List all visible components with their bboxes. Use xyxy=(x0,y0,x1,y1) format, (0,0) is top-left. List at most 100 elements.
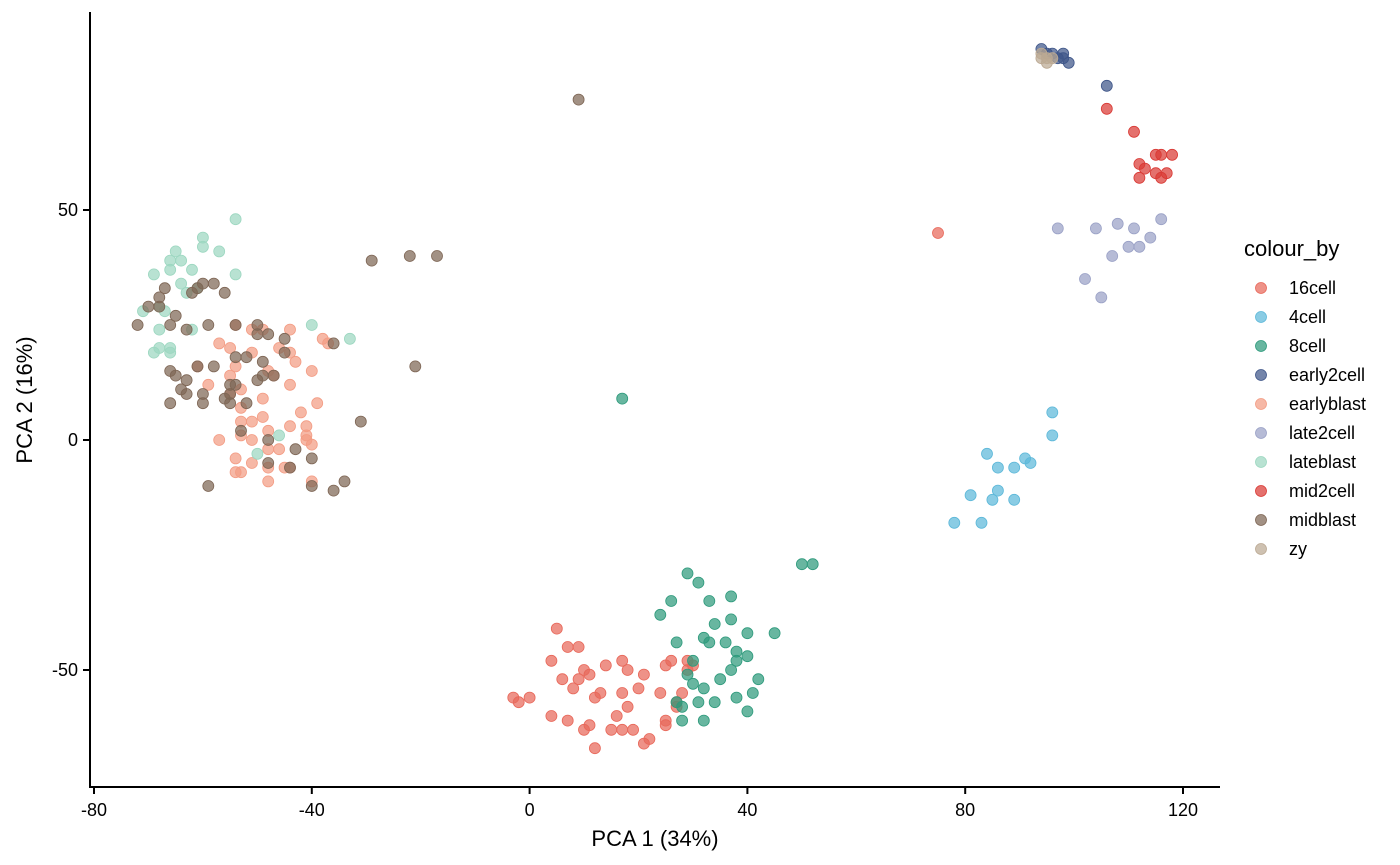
legend-item-early2cell: early2cell xyxy=(1255,365,1365,385)
series-zy xyxy=(1035,47,1059,69)
point xyxy=(251,328,264,341)
point xyxy=(164,397,177,410)
legend-swatch xyxy=(1255,514,1267,526)
point xyxy=(262,328,275,341)
point xyxy=(218,286,231,299)
point xyxy=(638,668,650,681)
point xyxy=(719,636,732,649)
point xyxy=(229,351,242,364)
point xyxy=(550,622,563,635)
point xyxy=(213,434,226,446)
legend-label: midblast xyxy=(1289,510,1356,530)
point xyxy=(621,664,634,676)
point xyxy=(627,723,639,736)
point xyxy=(714,673,727,686)
point xyxy=(556,673,569,686)
series-mid2cell xyxy=(1100,102,1178,184)
point xyxy=(164,319,177,331)
y-axis-title: PCA 2 (16%) xyxy=(12,336,37,463)
point xyxy=(240,397,253,410)
point xyxy=(164,346,177,359)
point xyxy=(186,263,198,276)
point xyxy=(1019,452,1031,465)
point xyxy=(245,415,258,428)
point xyxy=(273,429,286,442)
y-tick-label: 0 xyxy=(68,430,78,450)
legend-item-mid2cell: mid2cell xyxy=(1255,481,1355,501)
point xyxy=(589,742,601,755)
x-tick-label: -80 xyxy=(81,800,107,820)
point xyxy=(229,213,242,226)
point xyxy=(409,360,422,373)
legend-item-16cell: 16cell xyxy=(1255,278,1336,298)
point xyxy=(164,263,177,276)
point xyxy=(1166,148,1178,161)
point xyxy=(599,659,612,672)
point xyxy=(235,424,247,437)
legend-swatch xyxy=(1255,398,1267,410)
points-layer xyxy=(131,43,1178,755)
point xyxy=(687,677,699,690)
legend-title: colour_by xyxy=(1244,236,1339,261)
point xyxy=(523,691,536,704)
point xyxy=(1095,291,1108,304)
legend-swatch xyxy=(1255,311,1267,323)
point xyxy=(267,369,280,382)
point xyxy=(665,595,678,607)
legend-label: lateblast xyxy=(1289,452,1356,472)
point xyxy=(224,397,237,410)
point xyxy=(196,240,209,253)
point xyxy=(697,682,710,695)
point xyxy=(806,558,819,571)
point xyxy=(284,461,296,474)
point xyxy=(992,484,1004,497)
point xyxy=(224,342,237,354)
point xyxy=(142,300,155,313)
point xyxy=(278,346,291,359)
point xyxy=(687,654,699,667)
point xyxy=(567,682,580,695)
x-tick-label: -40 xyxy=(299,800,325,820)
legend-item-8cell: 8cell xyxy=(1255,336,1326,356)
point xyxy=(147,346,160,359)
point xyxy=(692,576,705,589)
point xyxy=(1100,102,1113,115)
point xyxy=(229,319,242,331)
point xyxy=(245,457,258,469)
point xyxy=(583,668,596,681)
point xyxy=(545,710,558,722)
point xyxy=(365,254,378,267)
point xyxy=(697,631,710,644)
legend-label: zy xyxy=(1289,539,1307,559)
point xyxy=(616,723,629,736)
point xyxy=(561,641,574,653)
point xyxy=(1090,222,1102,235)
point xyxy=(1041,56,1053,69)
point xyxy=(202,319,215,331)
legend: colour_by 16cell 4cell 8cell early2cell earl… xyxy=(1244,236,1366,559)
point xyxy=(169,245,182,258)
point xyxy=(730,691,743,704)
point xyxy=(741,705,754,718)
point xyxy=(654,687,667,699)
point xyxy=(725,613,737,626)
point xyxy=(1079,273,1091,285)
legend-label: early2cell xyxy=(1289,365,1365,385)
point xyxy=(545,654,558,667)
point xyxy=(697,714,710,727)
point xyxy=(654,608,667,621)
point xyxy=(1008,461,1021,474)
point xyxy=(1128,125,1140,138)
point xyxy=(202,378,215,391)
point xyxy=(1139,162,1151,175)
point xyxy=(681,567,694,580)
point xyxy=(1122,240,1135,253)
point xyxy=(741,627,754,640)
point xyxy=(948,516,961,529)
legend-swatch xyxy=(1255,282,1267,294)
point xyxy=(262,457,275,469)
point xyxy=(512,696,525,709)
point xyxy=(768,627,781,640)
point xyxy=(158,282,171,295)
